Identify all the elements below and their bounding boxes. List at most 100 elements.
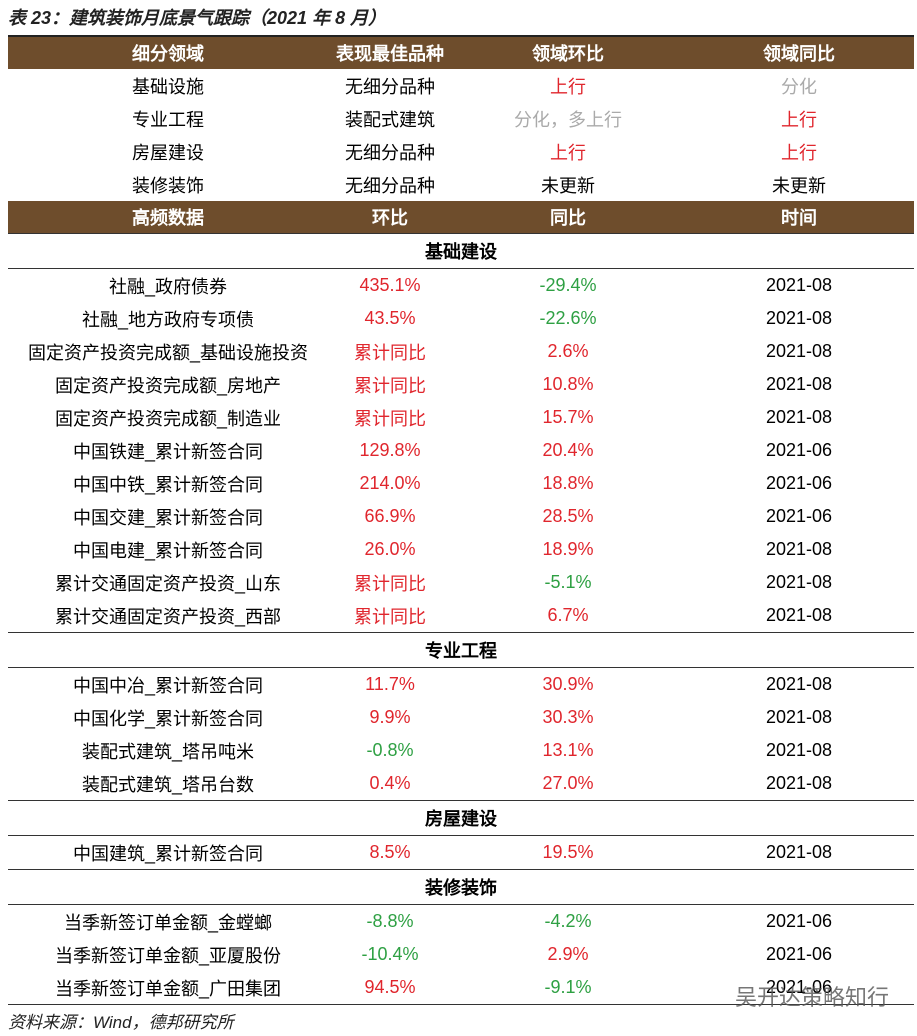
cell: 2021-08 — [765, 374, 833, 394]
table-row: 固定资产投资完成额_制造业 累计同比 15.7% 2021-08 — [8, 401, 914, 434]
cell: 累计交通固定资产投资_山东 — [54, 573, 281, 594]
cell: 2021-08 — [765, 740, 833, 760]
table-row: 装配式建筑_塔吊台数 0.4% 27.0% 2021-08 — [8, 767, 914, 800]
header-cell: 领域环比 — [532, 44, 604, 64]
table-row: 中国中铁_累计新签合同 214.0% 18.8% 2021-06 — [8, 467, 914, 500]
cell: 装配式建筑_塔吊吨米 — [81, 741, 254, 762]
cell: 66.9% — [364, 506, 416, 526]
cell: 214.0% — [359, 473, 421, 493]
cell: 中国铁建_累计新签合同 — [72, 441, 263, 462]
cell: 累计同比 — [354, 408, 426, 429]
cell: 2021-08 — [765, 341, 833, 361]
cell: 2021-08 — [765, 707, 833, 727]
cell: 上行 — [550, 142, 586, 163]
section-header: 房屋建设 — [8, 800, 914, 836]
table-row: 装修装饰 无细分品种 未更新 未更新 — [8, 168, 914, 201]
cell: 中国电建_累计新签合同 — [72, 540, 263, 561]
header-cell: 细分领域 — [132, 44, 204, 64]
header-row: 高频数据 环比 同比 时间 — [8, 201, 914, 233]
header-row: 细分领域 表现最佳品种 领域环比 领域同比 — [8, 37, 914, 69]
cell: 2021-08 — [765, 605, 833, 625]
cell: 30.3% — [542, 707, 594, 727]
cell: 18.8% — [542, 473, 594, 493]
table-row: 当季新签订单金额_金螳螂 -8.8% -4.2% 2021-06 — [8, 905, 914, 938]
section-header: 基础建设 — [8, 233, 914, 269]
header-cell: 同比 — [550, 208, 586, 228]
cell: 19.5% — [542, 842, 594, 862]
cell: 43.5% — [364, 308, 416, 328]
cell: -0.8% — [366, 740, 414, 760]
cell: 2021-06 — [765, 473, 833, 493]
cell: -5.1% — [544, 572, 592, 592]
cell: 94.5% — [364, 977, 416, 997]
header-cell: 时间 — [781, 208, 817, 228]
cell: 累计交通固定资产投资_西部 — [54, 606, 281, 627]
table-row: 中国建筑_累计新签合同 8.5% 19.5% 2021-08 — [8, 836, 914, 869]
cell: 中国交建_累计新签合同 — [72, 507, 263, 528]
cell: 2021-08 — [765, 674, 833, 694]
table-row: 社融_地方政府专项债 43.5% -22.6% 2021-08 — [8, 302, 914, 335]
table-row: 中国中冶_累计新签合同 11.7% 30.9% 2021-08 — [8, 668, 914, 701]
cell: 当季新签订单金额_亚厦股份 — [54, 945, 281, 966]
cell: 社融_地方政府专项债 — [81, 309, 254, 330]
cell: 专业工程 — [132, 109, 204, 130]
cell: 8.5% — [369, 842, 411, 862]
table-row: 中国电建_累计新签合同 26.0% 18.9% 2021-08 — [8, 533, 914, 566]
cell: -10.4% — [361, 944, 419, 964]
table-row: 固定资产投资完成额_基础设施投资 累计同比 2.6% 2021-08 — [8, 335, 914, 368]
cell: 2021-08 — [765, 773, 833, 793]
cell: 2021-08 — [765, 308, 833, 328]
cell: 2021-08 — [765, 275, 833, 295]
table-row: 社融_政府债券 435.1% -29.4% 2021-08 — [8, 269, 914, 302]
cell: 无细分品种 — [345, 175, 435, 196]
cell: 固定资产投资完成额_房地产 — [54, 375, 281, 396]
cell: 累计同比 — [354, 573, 426, 594]
cell: 上行 — [781, 142, 817, 163]
cell: 2021-08 — [765, 842, 833, 862]
cell: 装配式建筑_塔吊台数 — [81, 774, 254, 795]
cell: 2.6% — [547, 341, 589, 361]
cell: 分化 — [781, 76, 817, 97]
cell: 13.1% — [542, 740, 594, 760]
cell: 无细分品种 — [345, 142, 435, 163]
cell: 9.9% — [369, 707, 411, 727]
section-header: 专业工程 — [8, 632, 914, 668]
cell: 30.9% — [542, 674, 594, 694]
cell: 累计同比 — [354, 606, 426, 627]
cell: 基础设施 — [132, 76, 204, 97]
cell: 装修装饰 — [132, 175, 204, 196]
header-cell: 高频数据 — [132, 208, 204, 228]
cell: 6.7% — [547, 605, 589, 625]
table-row: 中国交建_累计新签合同 66.9% 28.5% 2021-06 — [8, 500, 914, 533]
cell: 上行 — [781, 109, 817, 130]
cell: 房屋建设 — [132, 142, 204, 163]
table-row: 固定资产投资完成额_房地产 累计同比 10.8% 2021-08 — [8, 368, 914, 401]
table-row: 当季新签订单金额_亚厦股份 -10.4% 2.9% 2021-06 — [8, 938, 914, 971]
title: 表 23：建筑装饰月底景气跟踪（2021 年 8 月） — [8, 8, 387, 28]
table-row: 累计交通固定资产投资_山东 累计同比 -5.1% 2021-08 — [8, 566, 914, 599]
cell: 累计同比 — [354, 342, 426, 363]
header-cell: 表现最佳品种 — [336, 44, 444, 64]
cell: 435.1% — [359, 275, 421, 295]
cell: 15.7% — [542, 407, 594, 427]
cell: 固定资产投资完成额_制造业 — [54, 408, 281, 429]
cell: 2.9% — [547, 944, 589, 964]
cell: 中国中铁_累计新签合同 — [72, 474, 263, 495]
cell: -22.6% — [539, 308, 597, 328]
cell: 固定资产投资完成额_基础设施投资 — [27, 342, 308, 363]
table-row: 累计交通固定资产投资_西部 累计同比 6.7% 2021-08 — [8, 599, 914, 632]
cell: 中国建筑_累计新签合同 — [72, 843, 263, 864]
cell: 未更新 — [541, 175, 595, 196]
cell: 20.4% — [542, 440, 594, 460]
cell: 无细分品种 — [345, 76, 435, 97]
table: 细分领域 表现最佳品种 领域环比 领域同比 基础设施 无细分品种 上行 分化 专业工程 装配式建筑… — [8, 35, 914, 1005]
cell: 2021-08 — [765, 572, 833, 592]
cell: 28.5% — [542, 506, 594, 526]
table-row: 专业工程 装配式建筑 分化，多上行 上行 — [8, 102, 914, 135]
cell: 2021-08 — [765, 407, 833, 427]
cell: 26.0% — [364, 539, 416, 559]
table-row: 房屋建设 无细分品种 上行 上行 — [8, 135, 914, 168]
table-row: 中国化学_累计新签合同 9.9% 30.3% 2021-08 — [8, 701, 914, 734]
cell: 社融_政府债券 — [108, 276, 227, 297]
